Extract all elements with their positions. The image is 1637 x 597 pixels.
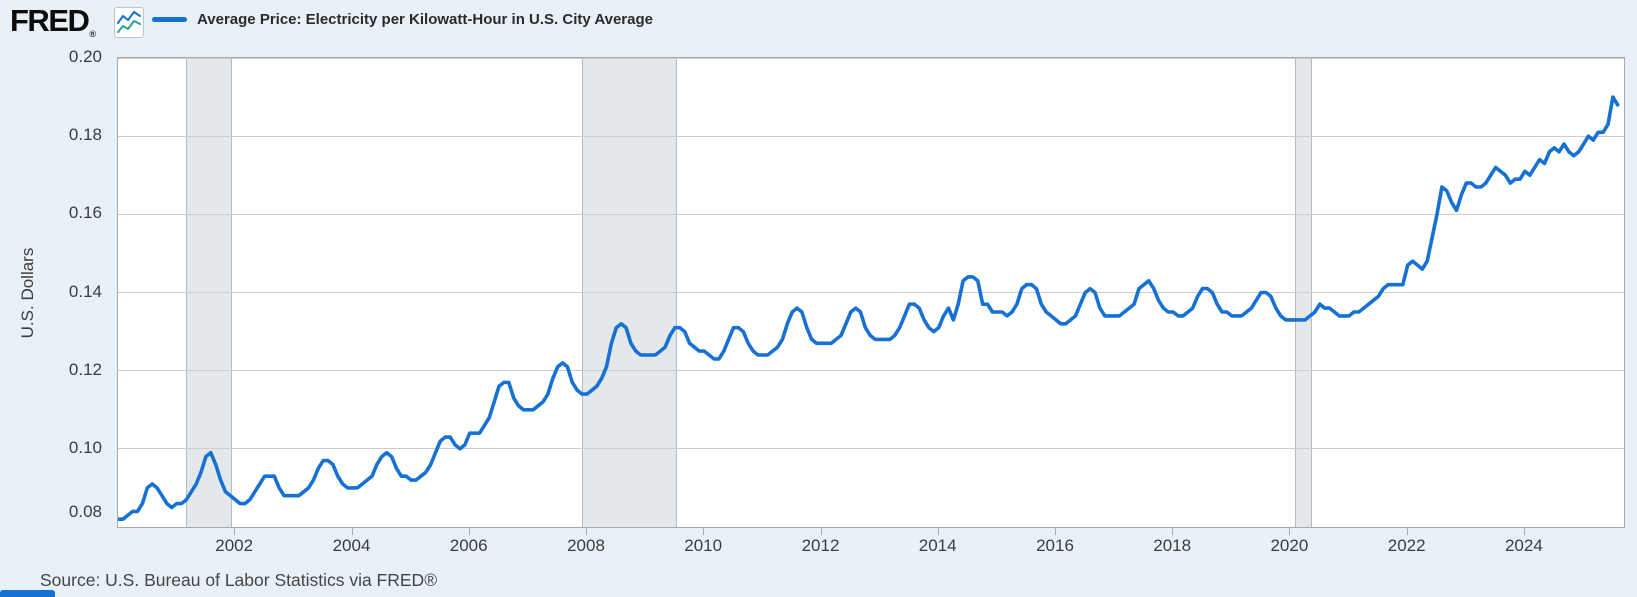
- x-tick-mark: [586, 528, 587, 535]
- gridline: [118, 292, 1624, 293]
- gridline: [118, 135, 1624, 137]
- x-tick-label: 2014: [918, 536, 957, 555]
- y-tick-label: 0.20: [68, 47, 102, 66]
- fred-graph-icon: [114, 7, 144, 38]
- source-note: Source: U.S. Bureau of Labor Statistics …: [40, 570, 438, 590]
- legend: Average Price: Electricity per Kilowatt-…: [152, 11, 653, 28]
- x-tick-mark: [1289, 528, 1291, 535]
- series-line-svg: [118, 95, 1620, 522]
- x-tick-label: 2002: [215, 536, 254, 555]
- x-tick-mark: [1172, 528, 1174, 535]
- x-tick-label: 2006: [449, 536, 488, 555]
- legend-line-swatch: [152, 17, 187, 22]
- y-tick-label: 0.14: [68, 281, 102, 301]
- y-tick-label: 0.08: [68, 502, 102, 521]
- registered-mark: ®: [89, 29, 97, 39]
- x-tick-label: 2004: [332, 536, 371, 555]
- gridline: [118, 526, 1624, 527]
- gridline: [118, 58, 1624, 59]
- y-tick-label: 0.12: [68, 359, 102, 379]
- x-tick-mark: [351, 528, 353, 535]
- x-tick-mark: [1055, 528, 1056, 535]
- x-tick-mark: [937, 528, 939, 535]
- y-tick-label: 0.10: [68, 437, 102, 457]
- x-tick-mark: [468, 528, 470, 535]
- fred-logo[interactable]: FRED®: [10, 3, 96, 52]
- x-tick-mark: [234, 528, 236, 535]
- x-tick-mark: [703, 528, 705, 535]
- y-tick-label: 0.18: [68, 125, 102, 145]
- gridline: [118, 213, 1624, 215]
- fred-logo-text: FRED: [10, 3, 90, 38]
- x-tick-label: 2012: [801, 536, 840, 555]
- legend-label[interactable]: Average Price: Electricity per Kilowatt-…: [197, 11, 653, 28]
- x-tick-mark: [1523, 528, 1525, 535]
- gridline: [118, 448, 1624, 450]
- plot-area[interactable]: [117, 57, 1625, 528]
- x-tick-mark: [820, 528, 822, 535]
- x-tick-label: 2016: [1036, 536, 1074, 555]
- x-tick-mark: [1406, 528, 1408, 535]
- y-tick-label: 0.16: [68, 203, 102, 223]
- x-tick-label: 2018: [1153, 536, 1192, 555]
- x-tick-label: 2022: [1387, 536, 1426, 555]
- x-tick-label: 2010: [684, 536, 723, 555]
- x-tick-label: 2020: [1270, 536, 1309, 555]
- cutoff-blue-element: [0, 590, 55, 597]
- x-tick-label: 2008: [567, 536, 605, 555]
- gridline: [118, 370, 1624, 372]
- x-tick-label: 2024: [1504, 536, 1543, 555]
- series-line: [118, 95, 1620, 522]
- sparkline-icon: [117, 11, 141, 33]
